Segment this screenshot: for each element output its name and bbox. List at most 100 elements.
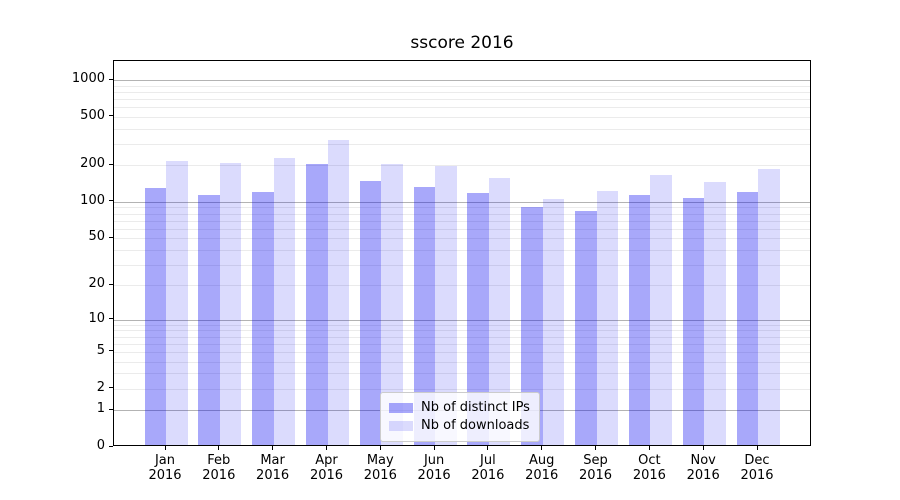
gridline-minor	[114, 264, 810, 266]
gridline-major	[114, 201, 810, 203]
x-tick-mark	[756, 446, 758, 450]
bar-downloads-feb	[219, 163, 242, 445]
bar-downloads-nov	[704, 182, 726, 445]
gridline-minor	[114, 128, 810, 130]
x-tick-label: Apr 2016	[309, 453, 344, 483]
y-tick-mark	[109, 350, 113, 352]
gridline-minor	[114, 351, 810, 353]
bar-downloads-may	[381, 163, 403, 445]
legend-row: Nb of downloads	[389, 418, 530, 434]
y-tick-mark	[109, 387, 113, 389]
y-tick-mark	[109, 283, 113, 285]
gridline-minor	[114, 388, 810, 390]
gridline-minor	[114, 143, 810, 145]
x-tick-mark	[379, 446, 381, 450]
gridline-minor	[114, 324, 810, 326]
bar-downloads-sep	[596, 190, 618, 445]
gridline-minor	[114, 85, 810, 87]
y-tick-label: 200	[80, 156, 105, 172]
gridline-minor	[114, 220, 810, 222]
bar-ips-aug	[521, 206, 543, 445]
gridline-minor	[114, 285, 810, 287]
bar-downloads-jul	[488, 177, 511, 445]
y-tick-mark	[109, 445, 113, 447]
gridline-minor	[114, 207, 810, 209]
bar-downloads-mar	[273, 158, 296, 445]
y-tick-label: 500	[80, 107, 105, 123]
y-tick-mark	[109, 115, 113, 117]
x-tick-mark	[164, 446, 166, 450]
y-tick-label: 2	[96, 379, 105, 395]
legend-swatch-downloads	[389, 421, 413, 431]
gridline-minor	[114, 249, 810, 251]
bar-downloads-jun	[435, 165, 457, 445]
gridline-minor	[114, 336, 810, 338]
bar-downloads-oct	[650, 174, 672, 445]
gridline-minor	[114, 330, 810, 332]
y-tick-label: 1000	[71, 71, 105, 86]
x-tick-mark	[326, 446, 327, 450]
x-tick-label: Oct 2016	[632, 453, 666, 483]
bar-ips-oct	[628, 195, 651, 445]
x-tick-label: Aug 2016	[525, 453, 559, 483]
bar-downloads-apr	[327, 140, 349, 445]
gridline-minor	[114, 228, 810, 230]
gridline-minor	[114, 213, 810, 215]
y-tick-mark	[109, 408, 113, 410]
x-tick-mark	[541, 446, 543, 450]
gridline-minor	[114, 98, 810, 100]
legend-label: Nb of downloads	[421, 418, 530, 433]
x-tick-label: May 2016	[363, 453, 397, 483]
x-tick-label: Jan 2016	[148, 453, 182, 483]
y-tick-label: 5	[96, 342, 105, 358]
y-tick-mark	[109, 163, 113, 165]
gridline-minor	[114, 343, 810, 345]
bar-ips-dec	[736, 191, 758, 445]
x-tick-mark	[487, 446, 489, 450]
bar-ips-mar	[252, 192, 274, 445]
gridline-minor	[114, 373, 810, 375]
x-tick-label: Jun 2016	[417, 453, 451, 483]
x-tick-mark	[648, 446, 650, 450]
x-tick-mark	[595, 446, 596, 450]
x-tick-label: Feb 2016	[202, 453, 236, 483]
legend-label: Nb of distinct IPs	[421, 400, 530, 415]
bar-ips-feb	[198, 195, 220, 445]
bar-downloads-aug	[542, 198, 565, 445]
gridline-major	[114, 80, 810, 81]
gridline-minor	[114, 107, 810, 109]
legend-row: Nb of distinct IPs	[389, 400, 530, 416]
bar-ips-jun	[413, 186, 436, 445]
x-tick-mark	[218, 446, 220, 450]
y-tick-label: 50	[88, 229, 105, 245]
x-tick-label: Sep 2016	[578, 453, 613, 483]
bar-ips-jan	[144, 188, 166, 445]
bar-ips-jul	[467, 193, 489, 445]
y-tick-label: 1	[96, 401, 105, 417]
gridline-minor	[114, 238, 810, 240]
chart-title: sscore 2016	[410, 33, 514, 53]
y-tick-label: 0	[96, 438, 105, 453]
y-tick-mark	[109, 200, 113, 202]
legend: Nb of distinct IPs Nb of downloads	[380, 392, 540, 442]
x-tick-label: Dec 2016	[740, 453, 774, 483]
plot-area: Nb of distinct IPs Nb of downloads	[113, 60, 811, 446]
bar-downloads-dec	[758, 169, 780, 445]
y-tick-label: 20	[88, 276, 105, 292]
x-tick-mark	[272, 446, 274, 450]
y-tick-mark	[109, 78, 113, 80]
x-tick-label: Nov 2016	[686, 453, 720, 483]
legend-swatch-ips	[389, 403, 413, 413]
x-tick-mark	[433, 446, 435, 450]
gridline-minor	[114, 116, 810, 118]
bar-ips-nov	[682, 197, 705, 445]
y-tick-mark	[109, 236, 113, 238]
bar-ips-sep	[575, 211, 597, 445]
y-tick-label: 100	[80, 192, 105, 208]
bar-ips-may	[359, 181, 382, 445]
gridline-major	[114, 319, 810, 321]
y-tick-label: 10	[88, 310, 105, 326]
bar-downloads-jan	[166, 161, 188, 445]
y-tick-mark	[109, 318, 113, 320]
gridline-minor	[114, 361, 810, 363]
